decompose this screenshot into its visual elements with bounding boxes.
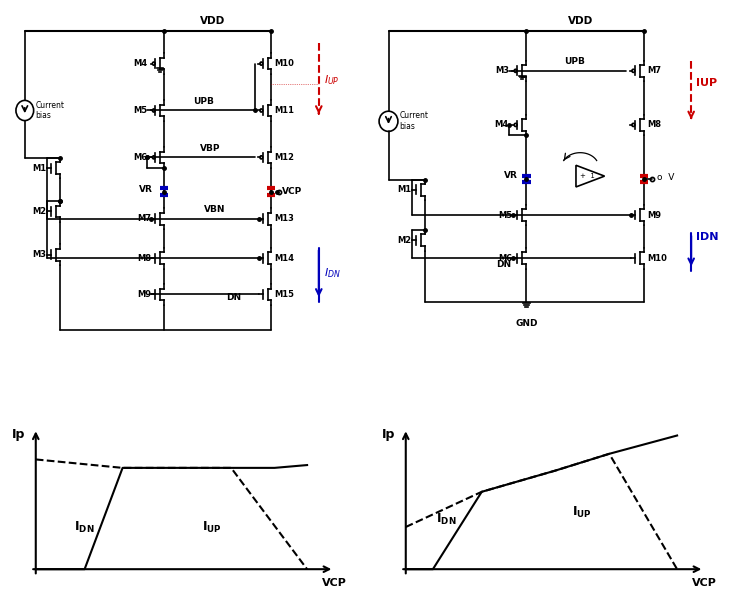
Text: M1: M1 xyxy=(397,185,412,194)
Text: DN: DN xyxy=(497,260,511,269)
Text: M4: M4 xyxy=(133,59,147,68)
Text: VR: VR xyxy=(139,185,152,194)
Text: GND: GND xyxy=(515,318,537,328)
Text: bias: bias xyxy=(36,111,51,120)
Text: UPB: UPB xyxy=(564,57,585,66)
Text: $\mathbf{I_{DN}}$: $\mathbf{I_{DN}}$ xyxy=(436,513,457,527)
Text: VBP: VBP xyxy=(200,144,221,153)
Text: VR: VR xyxy=(504,171,518,180)
Text: M5: M5 xyxy=(133,106,147,115)
Text: M12: M12 xyxy=(274,153,294,162)
Text: M2: M2 xyxy=(33,207,47,216)
Text: VBN: VBN xyxy=(204,205,226,214)
Text: M15: M15 xyxy=(274,290,294,299)
Text: M10: M10 xyxy=(647,254,667,263)
Text: M7: M7 xyxy=(647,66,661,75)
Text: IDN: IDN xyxy=(696,231,719,242)
Text: M13: M13 xyxy=(274,214,294,223)
Text: M9: M9 xyxy=(647,211,661,220)
Text: IUP: IUP xyxy=(696,79,717,88)
Text: Ip: Ip xyxy=(12,429,25,442)
Text: $\mathbf{I_{UP}}$: $\mathbf{I_{UP}}$ xyxy=(202,519,222,535)
Text: M8: M8 xyxy=(137,254,151,263)
Text: M5: M5 xyxy=(499,211,513,220)
Text: VDD: VDD xyxy=(568,16,593,25)
Text: VCP: VCP xyxy=(692,578,716,588)
Text: M10: M10 xyxy=(274,59,294,68)
Text: $\mathbf{I_{UP}}$: $\mathbf{I_{UP}}$ xyxy=(572,506,592,520)
Text: $I_{UP}$: $I_{UP}$ xyxy=(324,73,340,87)
Text: UPB: UPB xyxy=(194,97,215,106)
Text: DN: DN xyxy=(226,293,241,302)
Text: $\mathbf{I_{DN}}$: $\mathbf{I_{DN}}$ xyxy=(74,519,95,535)
Text: M7: M7 xyxy=(137,214,151,223)
Text: Current: Current xyxy=(36,101,64,110)
Text: M3: M3 xyxy=(495,66,509,75)
Text: $I_{DN}$: $I_{DN}$ xyxy=(324,266,341,279)
Text: VCP: VCP xyxy=(322,578,346,588)
Text: M4: M4 xyxy=(495,120,509,130)
Text: M1: M1 xyxy=(33,163,47,173)
Text: M6: M6 xyxy=(499,254,513,263)
Text: VCP: VCP xyxy=(283,187,303,196)
Text: Ip: Ip xyxy=(382,429,395,442)
Text: M9: M9 xyxy=(137,290,151,299)
Text: VDD: VDD xyxy=(201,16,226,25)
Text: M8: M8 xyxy=(647,120,661,130)
Text: M11: M11 xyxy=(274,106,294,115)
Text: bias: bias xyxy=(400,122,415,131)
Text: M3: M3 xyxy=(33,250,47,259)
Text: Current: Current xyxy=(400,111,428,120)
Text: M2: M2 xyxy=(397,236,412,245)
Text: +  1: + 1 xyxy=(580,173,595,179)
Text: M14: M14 xyxy=(274,254,294,263)
Text: M6: M6 xyxy=(133,153,147,162)
Text: o  V: o V xyxy=(657,173,674,182)
